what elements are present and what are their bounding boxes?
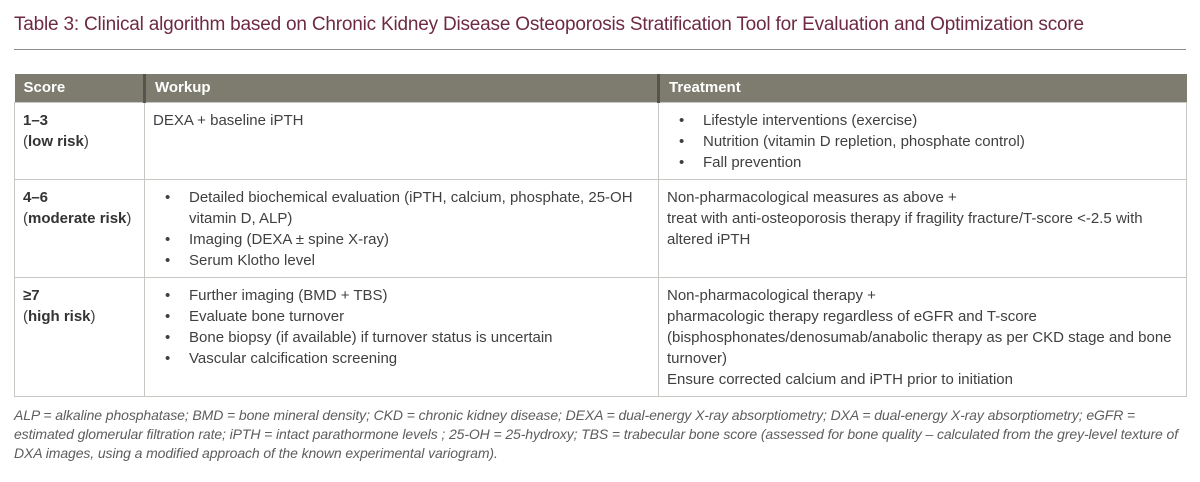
treatment-bullet-item: Nutrition (vitamin D repletion, phosphat… xyxy=(679,131,1178,152)
treatment-line: Non-pharmacological measures as above + xyxy=(667,188,957,206)
risk-label: (high risk) xyxy=(23,307,96,325)
workup-bullet-item: Vascular calcification screening xyxy=(165,348,650,369)
score-value: 4–6 xyxy=(23,188,49,206)
table-row-high-risk: ≥7 (high risk) Further imaging (BMD + TB… xyxy=(14,276,1187,397)
score-value: 1–3 xyxy=(23,111,49,129)
workup-cell: Further imaging (BMD + TBS)Evaluate bone… xyxy=(144,276,659,397)
table-row-low-risk: 1–3 (low risk) DEXA + baseline iPTH Life… xyxy=(14,101,1187,180)
risk-label: (moderate risk) xyxy=(23,209,132,227)
treatment-line: pharmacologic therapy regardless of eGFR… xyxy=(667,307,1037,325)
workup-bullet-item: Evaluate bone turnover xyxy=(165,306,650,327)
workup-cell: DEXA + baseline iPTH xyxy=(144,101,659,180)
treatment-line: Non-pharmacological therapy + xyxy=(667,286,876,304)
table-row-moderate-risk: 4–6 (moderate risk) Detailed biochemical… xyxy=(14,178,1187,278)
workup-bullet-item: Imaging (DEXA ± spine X-ray) xyxy=(165,229,650,250)
risk-label: (low risk) xyxy=(23,132,89,150)
workup-bullet-item: Further imaging (BMD + TBS) xyxy=(165,285,650,306)
workup-text: DEXA + baseline iPTH xyxy=(153,111,304,129)
header-score: Score xyxy=(14,74,146,102)
treatment-cell: Non-pharmacological measures as above + t… xyxy=(658,178,1187,278)
treatment-line: Ensure corrected calcium and iPTH prior … xyxy=(667,370,1013,388)
title-divider xyxy=(14,49,1186,50)
workup-bullet-list: Detailed biochemical evaluation (iPTH, c… xyxy=(153,187,650,271)
treatment-cell: Non-pharmacological therapy + pharmacolog… xyxy=(658,276,1187,397)
treatment-text: Non-pharmacological therapy + pharmacolog… xyxy=(667,285,1178,390)
workup-bullet-list: Further imaging (BMD + TBS)Evaluate bone… xyxy=(153,285,650,369)
treatment-bullet-list: Lifestyle interventions (exercise)Nutrit… xyxy=(667,110,1178,173)
score-cell: 1–3 (low risk) xyxy=(14,101,145,180)
treatment-text: Non-pharmacological measures as above + t… xyxy=(667,187,1178,250)
treatment-line: (bisphosphonates/denosumab/anabolic ther… xyxy=(667,328,1172,367)
workup-bullet-item: Serum Klotho level xyxy=(165,250,650,271)
header-workup: Workup xyxy=(144,74,660,102)
treatment-cell: Lifestyle interventions (exercise)Nutrit… xyxy=(658,101,1187,180)
score-cell: ≥7 (high risk) xyxy=(14,276,145,397)
treatment-bullet-item: Fall prevention xyxy=(679,152,1178,173)
page: Table 3: Clinical algorithm based on Chr… xyxy=(0,0,1200,463)
treatment-line: treat with anti-osteoporosis therapy if … xyxy=(667,209,1143,248)
table-header: Score Workup Treatment xyxy=(14,74,1187,102)
header-treatment: Treatment xyxy=(658,74,1187,102)
score-cell: 4–6 (moderate risk) xyxy=(14,178,145,278)
workup-bullet-item: Bone biopsy (if available) if turnover s… xyxy=(165,327,650,348)
treatment-bullet-item: Lifestyle interventions (exercise) xyxy=(679,110,1178,131)
clinical-algorithm-table: Score Workup Treatment 1–3 (low risk) DE… xyxy=(14,74,1187,397)
score-value: ≥7 xyxy=(23,286,40,304)
workup-bullet-item: Detailed biochemical evaluation (iPTH, c… xyxy=(165,187,650,229)
table-title: Table 3: Clinical algorithm based on Chr… xyxy=(14,14,1084,35)
header-row: Score Workup Treatment xyxy=(14,74,1187,102)
workup-cell: Detailed biochemical evaluation (iPTH, c… xyxy=(144,178,659,278)
abbreviations-footnote: ALP = alkaline phosphatase; BMD = bone m… xyxy=(14,406,1178,461)
